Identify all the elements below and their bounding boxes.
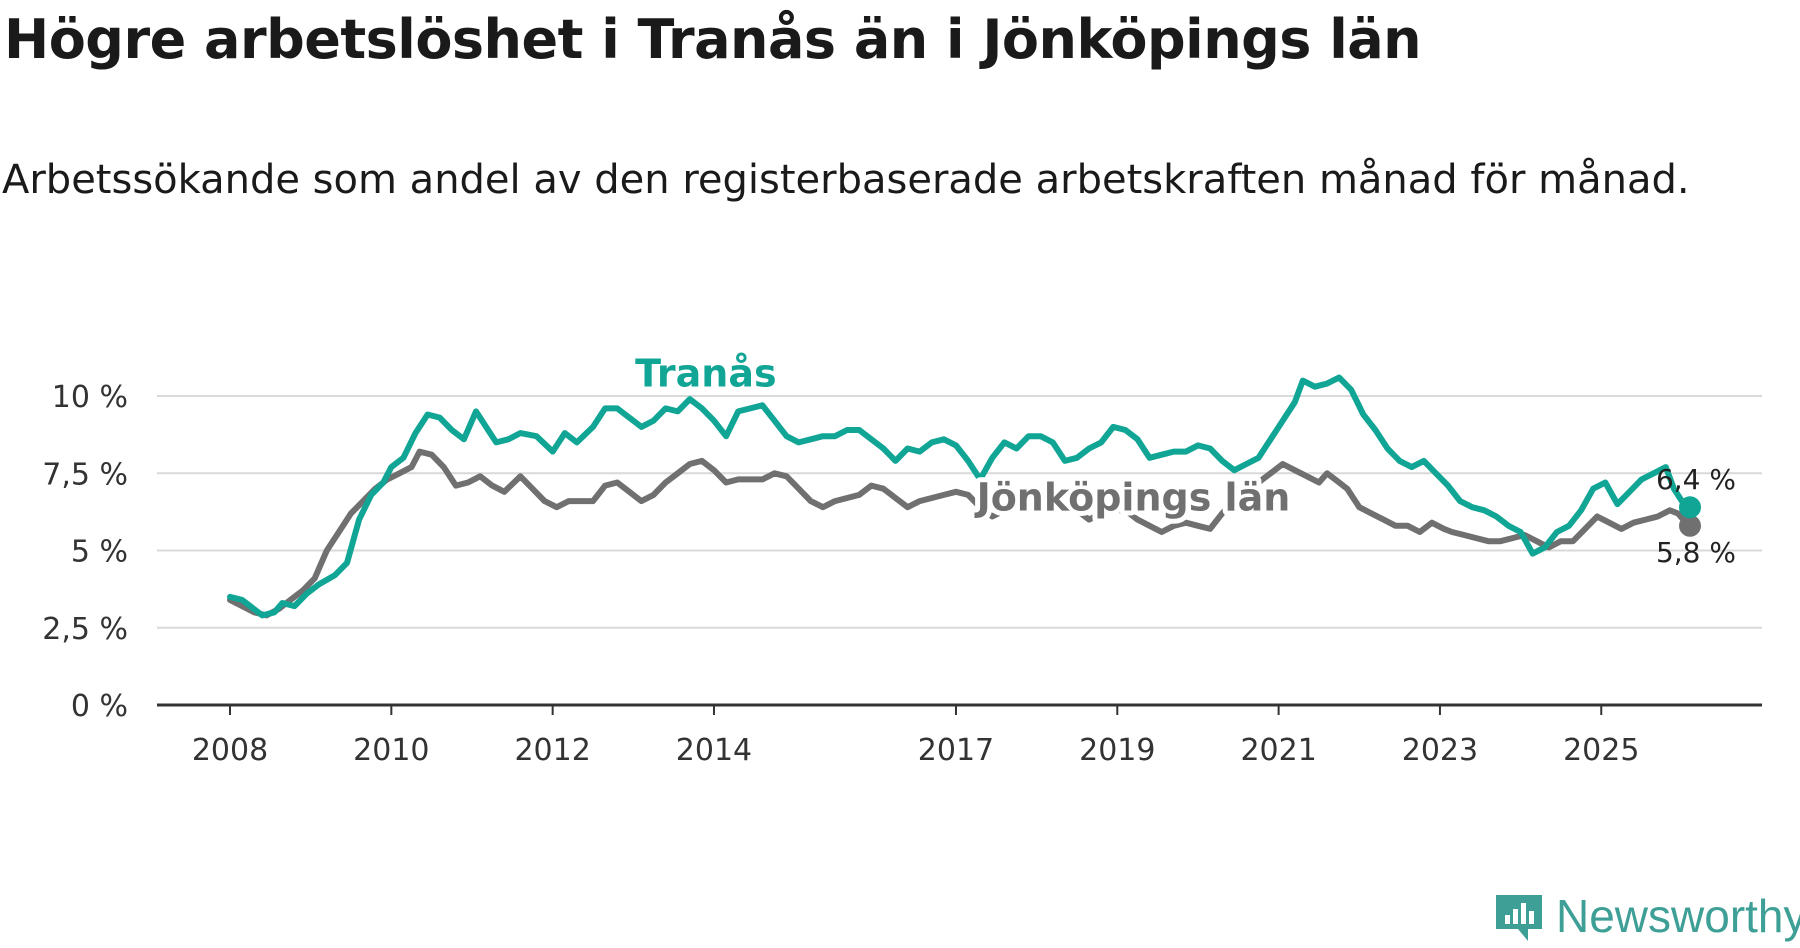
y-tick-label: 2,5 %	[42, 612, 128, 647]
end-value-label: 5,8 %	[1656, 536, 1736, 569]
series-label: Jönköpings län	[974, 475, 1291, 519]
series-label-halo: Tranås	[635, 352, 776, 396]
series-label: Tranås	[635, 352, 776, 396]
series-line-jonkopings-lan	[227, 448, 1693, 619]
y-tick-label: 7,5 %	[42, 457, 128, 492]
x-tick-label: 2017	[918, 733, 994, 768]
x-tick-label: 2019	[1079, 733, 1155, 768]
brand-name: Newsworthy	[1556, 890, 1800, 942]
x-tick-label: 2008	[192, 733, 268, 768]
series-end-marker	[1679, 514, 1701, 537]
series-label-halo: Jönköpings län	[974, 475, 1291, 519]
x-tick-label: 2012	[514, 733, 590, 768]
gridlines	[157, 395, 1762, 629]
newsworthy-logo-icon	[1496, 895, 1542, 941]
axes: 0 % 2,5 % 5 % 7,5 % 10 % 2008 2010 2012 2014 2017…	[42, 380, 1762, 768]
x-tick-label: 2010	[353, 733, 429, 768]
newsworthy-brand: Newsworthy	[1492, 884, 1800, 948]
series-end-marker	[1679, 496, 1701, 519]
end-value-label: 6,4 %	[1656, 463, 1736, 496]
x-tick-label: 2023	[1402, 733, 1478, 768]
series-lines	[227, 374, 1701, 619]
y-tick-label: 5 %	[71, 535, 128, 570]
x-tick-label: 2025	[1563, 733, 1639, 768]
y-tick-label: 10 %	[52, 380, 128, 415]
series-line-tranas	[227, 374, 1693, 619]
x-tick-label: 2014	[676, 733, 752, 768]
x-tick-label: 2021	[1240, 733, 1316, 768]
y-tick-label: 0 %	[71, 689, 128, 724]
chart-subtitle: Arbetssökande som andel av den registerb…	[2, 157, 1690, 203]
chart-title: Högre arbetslöshet i Tranås än i Jönköpi…	[4, 8, 1422, 71]
